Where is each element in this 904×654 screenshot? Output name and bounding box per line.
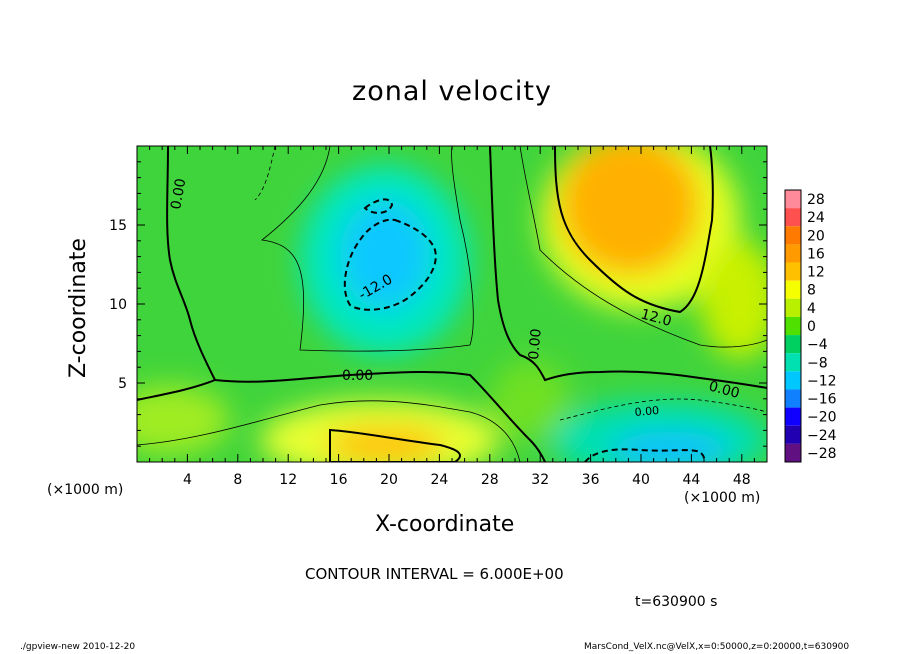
- colorbar-label: −28: [807, 446, 837, 462]
- colorbar: 28 24 20 16 12 8 4 0 −4 −8 −12 −16 −20 −24 −28: [784, 189, 837, 463]
- colorbar-label: 28: [807, 192, 825, 208]
- x-unit-left: (×1000 m): [47, 482, 124, 498]
- colorbar-label: 20: [807, 228, 825, 244]
- colorbar-segment: [785, 208, 801, 227]
- time-stamp: t=630900 s: [635, 594, 718, 610]
- contour-interval: CONTOUR INTERVAL = 6.000E+00: [305, 565, 564, 583]
- colorbar-label: −4: [807, 337, 828, 353]
- x-unit-right: (×1000 m): [684, 490, 761, 506]
- x-axis: 4 8 12 16 20 24 28 32 36 40 44 48: [149, 146, 755, 488]
- x-tick-label: 8: [233, 472, 242, 488]
- colorbar-label: 24: [807, 210, 825, 226]
- blob-positive-right-edge: [700, 240, 767, 360]
- x-tick-label: 28: [481, 472, 499, 488]
- x-tick-label: 20: [380, 472, 398, 488]
- x-tick-label: 12: [279, 472, 297, 488]
- colorbar-label: −20: [807, 410, 837, 426]
- contour-positive-bottom: [329, 428, 461, 462]
- contour-label: 0.00: [526, 328, 545, 360]
- contour-zero-mid: [214, 370, 546, 462]
- y-axis-label: Z-coordinate: [66, 238, 91, 378]
- colorbar-segment: [785, 335, 801, 354]
- colorbar-label: 12: [807, 265, 825, 281]
- contour-positive-12: [554, 146, 714, 314]
- contour-label: 12.0: [639, 306, 673, 330]
- blob-negative-core: [340, 200, 430, 310]
- blob-positive-upper-right-core: [560, 146, 700, 275]
- x-tick-label: 44: [682, 472, 700, 488]
- contour-negative-12: [343, 218, 437, 311]
- x-tick-label: 48: [733, 472, 751, 488]
- x-tick-label: 24: [430, 472, 448, 488]
- colorbar-label: 4: [807, 301, 816, 317]
- colorbar-segment: [785, 280, 801, 299]
- blob-positive-left: [137, 385, 230, 455]
- x-tick-label: 40: [632, 472, 650, 488]
- x-axis-label: X-coordinate: [375, 512, 515, 537]
- colorbar-label: 8: [807, 283, 816, 299]
- footer-right: MarsCond_VelX.nc@VelX,x=0:50000,z=0:2000…: [584, 642, 850, 652]
- contour-thin-a: [261, 146, 474, 352]
- colorbar-frame: [784, 189, 802, 463]
- contour-negative-top: [363, 198, 394, 214]
- contour-lines: [137, 146, 767, 462]
- contour-label: 0.00: [342, 368, 373, 384]
- colorbar-segment: [785, 262, 801, 281]
- contour-zero-left: [137, 146, 217, 401]
- colorbar-segment: [785, 407, 801, 426]
- blob-positive-bottom-core: [325, 427, 445, 462]
- contour-label: 0.00: [634, 404, 660, 419]
- colorbar-segment: [785, 443, 801, 462]
- colorbar-segment: [785, 371, 801, 390]
- y-tick-label: 5: [118, 376, 127, 392]
- colorbar-label: 0: [807, 319, 816, 335]
- x-tick-label: 4: [183, 472, 192, 488]
- y-tick-label: 10: [109, 297, 127, 313]
- colorbar-segment: [785, 389, 801, 408]
- plot-field: 0.00 0.00 0.00 0.00 0.00 12.0 -12.0: [137, 146, 767, 462]
- contour-negative-bottom-right: [584, 448, 706, 462]
- contour-zero-upper: [489, 146, 767, 389]
- field-blobs: [137, 146, 767, 462]
- colorbar-segment: [785, 226, 801, 245]
- blob-negative-bottom-right-core: [610, 432, 730, 462]
- colorbar-segment: [785, 353, 801, 372]
- colorbar-segment: [785, 244, 801, 263]
- blob-positive-mid: [490, 360, 570, 440]
- colorbar-label: −8: [807, 355, 828, 371]
- colorbar-label: 16: [807, 246, 825, 262]
- contour-thin-c: [519, 146, 767, 348]
- colorbar-segment: [785, 190, 801, 209]
- y-tick-label: 15: [109, 218, 127, 234]
- colorbar-label: −16: [807, 392, 837, 408]
- contour-thin-d: [137, 400, 521, 462]
- y-axis: 5 10 15: [109, 161, 767, 447]
- footer-left: ./gpview-new 2010-12-20: [20, 642, 136, 652]
- x-tick-label: 16: [330, 472, 348, 488]
- contour-label: 0.00: [168, 177, 189, 210]
- colorbar-segment: [785, 298, 801, 317]
- contour-label: 0.00: [707, 378, 741, 402]
- contour-thin-e: [559, 398, 767, 421]
- x-tick-label: 36: [582, 472, 600, 488]
- chart-title: zonal velocity: [352, 76, 552, 107]
- x-tick-label: 32: [531, 472, 549, 488]
- colorbar-label: −24: [807, 428, 837, 444]
- colorbar-segment: [785, 425, 801, 444]
- colorbar-segment: [785, 316, 801, 336]
- colorbar-label: −12: [807, 373, 837, 389]
